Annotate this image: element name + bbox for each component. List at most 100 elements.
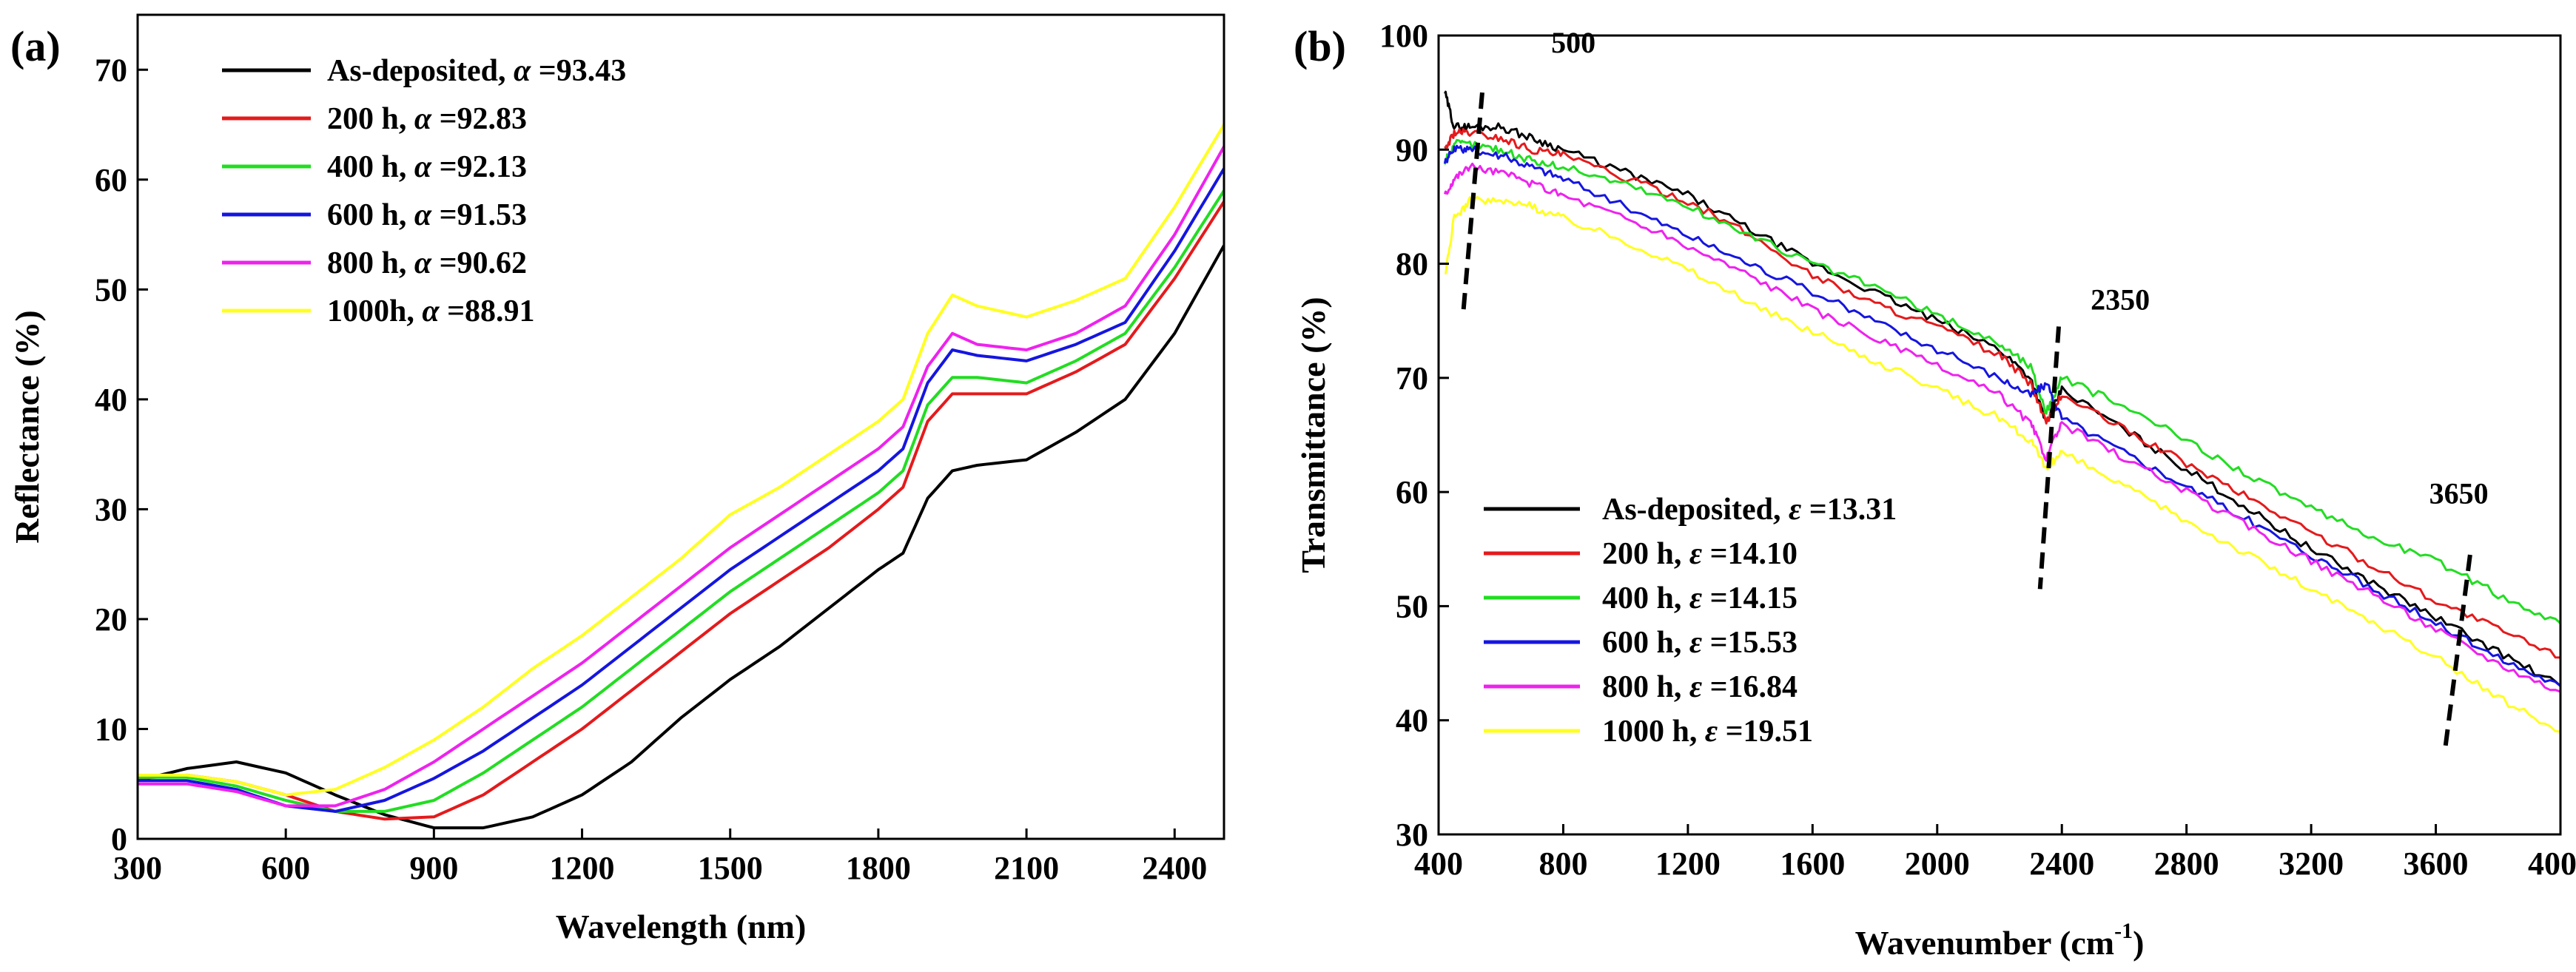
y-tick-label-b-6: 90 xyxy=(1396,132,1428,168)
legend-label-main: 1000 h, xyxy=(1602,715,1705,749)
legend-label-main: 800 h, xyxy=(327,246,414,280)
x-tick-label-b-6: 2800 xyxy=(2154,846,2219,882)
legend-label-b-3: 600 h, ε =15.53 xyxy=(1602,626,1798,660)
series-group-b xyxy=(1443,90,2562,733)
x-tick-label-b-7: 3200 xyxy=(2279,846,2344,882)
legend-label-main: 200 h, xyxy=(327,102,414,136)
x-tick-label-b-2: 1200 xyxy=(1655,846,1721,882)
annotation-dashline-0 xyxy=(1461,92,1484,310)
legend-label-a-2: 400 h, α =92.13 xyxy=(327,150,527,184)
legend-label-main: As-deposited, xyxy=(327,54,514,88)
legend-label-symbol: ε xyxy=(1689,537,1702,571)
annotation-label-0: 500 xyxy=(1551,26,1595,59)
legend-label-value: =91.53 xyxy=(431,198,527,232)
y-tick-label-a-1: 10 xyxy=(95,711,127,747)
x-tick-label-b-0: 400 xyxy=(1414,846,1463,882)
y-tick-label-a-5: 50 xyxy=(95,271,127,308)
legend-label-value: =14.10 xyxy=(1702,537,1798,571)
x-axis-ticks-a: 300 600 900 1200 1500 1800 2100 2400 xyxy=(113,828,1207,886)
y-tick-label-b-5: 80 xyxy=(1396,246,1428,283)
series-line-a-1 xyxy=(137,200,1225,821)
legend-label-symbol: ε xyxy=(1689,581,1702,615)
annotation-dashline-2 xyxy=(2443,554,2472,749)
legend-label-main: 600 h, xyxy=(327,198,414,232)
legend-label-main: As-deposited, xyxy=(1602,493,1789,527)
series-line-b-2 xyxy=(1443,138,2561,624)
legend-label-b-5: 1000 h, ε =19.51 xyxy=(1602,715,1813,749)
x-tick-label-a-0: 300 xyxy=(113,850,162,886)
legend-label-symbol: ε xyxy=(1705,715,1718,749)
legend-b: As-deposited, ε =13.31 200 h, ε =14.10 400… xyxy=(1484,493,1897,749)
legend-label-value: =15.53 xyxy=(1702,626,1798,660)
legend-label-symbol: ε xyxy=(1689,670,1702,704)
annotations-b: 500 2350 3650 xyxy=(1461,26,2489,749)
legend-label-a-4: 800 h, α =90.62 xyxy=(327,246,527,280)
x-tick-label-a-7: 2400 xyxy=(1142,850,1207,886)
y-tick-label-a-3: 30 xyxy=(95,491,127,527)
annotation-label-1: 2350 xyxy=(2091,283,2150,316)
legend-label-a-3: 600 h, α =91.53 xyxy=(327,198,527,232)
x-tick-label-a-5: 1800 xyxy=(846,850,911,886)
legend-label-b-0: As-deposited, ε =13.31 xyxy=(1602,493,1897,527)
panel-label-b: (b) xyxy=(1294,22,1346,70)
series-line-b-3 xyxy=(1443,144,2561,687)
legend-label-value: =92.83 xyxy=(431,102,527,136)
series-line-a-4 xyxy=(138,146,1225,808)
x-tick-label-b-4: 2000 xyxy=(1905,846,1970,882)
y-tick-label-a-6: 60 xyxy=(95,162,127,198)
legend-label-symbol: α xyxy=(414,198,432,232)
legend-label-value: =90.62 xyxy=(431,246,527,280)
legend-label-symbol: α xyxy=(414,102,432,136)
x-tick-label-a-1: 600 xyxy=(261,850,310,886)
annotation-dashline-1 xyxy=(2037,326,2062,590)
y-tick-label-b-1: 40 xyxy=(1396,703,1428,739)
legend-label-main: 1000h, xyxy=(327,294,422,328)
legend-label-a-1: 200 h, α =92.83 xyxy=(327,102,527,136)
y-tick-label-b-3: 60 xyxy=(1396,474,1428,510)
x-axis-title-b-suffix: ) xyxy=(2133,924,2144,962)
legend-label-value: =13.31 xyxy=(1801,493,1897,527)
series-group-a xyxy=(137,124,1225,830)
x-axis-title-a: Wavelength (nm) xyxy=(556,908,807,945)
series-line-a-0 xyxy=(137,244,1225,830)
legend-label-a-5: 1000h, α =88.91 xyxy=(327,294,535,328)
x-tick-label-b-1: 800 xyxy=(1538,846,1587,882)
series-line-b-0 xyxy=(1444,90,2562,687)
y-tick-label-a-0: 0 xyxy=(111,821,127,857)
legend-label-main: 400 h, xyxy=(1602,581,1689,615)
x-tick-label-b-5: 2400 xyxy=(2029,846,2094,882)
y-tick-label-a-2: 20 xyxy=(95,601,127,638)
x-axis-title-b-superscript: -1 xyxy=(2114,919,2133,943)
legend-label-main: 200 h, xyxy=(1602,537,1689,571)
annotation-label-2: 3650 xyxy=(2429,477,2489,510)
legend-label-main: 800 h, xyxy=(1602,670,1689,704)
legend-label-symbol: α xyxy=(422,294,440,328)
x-tick-label-b-3: 1600 xyxy=(1780,846,1845,882)
y-tick-label-b-4: 70 xyxy=(1396,360,1428,396)
series-line-b-4 xyxy=(1443,162,2561,693)
legend-label-b-2: 400 h, ε =14.15 xyxy=(1602,581,1798,615)
legend-label-value: =16.84 xyxy=(1702,670,1798,704)
legend-label-symbol: α xyxy=(414,150,432,184)
plot-frame-a xyxy=(136,13,1225,840)
legend-label-main: 600 h, xyxy=(1602,626,1689,660)
series-line-a-3 xyxy=(138,167,1225,813)
panel-label-a: (a) xyxy=(10,22,61,70)
legend-label-symbol: α xyxy=(414,246,432,280)
legend-label-value: =92.13 xyxy=(431,150,527,184)
x-tick-label-b-8: 3600 xyxy=(2404,846,2469,882)
y-tick-label-b-7: 100 xyxy=(1379,18,1428,54)
y-tick-label-b-2: 50 xyxy=(1396,588,1428,624)
legend-label-symbol: ε xyxy=(1789,493,1801,527)
legend-label-symbol: ε xyxy=(1689,626,1702,660)
series-line-a-5 xyxy=(138,124,1225,797)
legend-label-value: =88.91 xyxy=(440,294,535,328)
y-axis-title-a: Reflectance (%) xyxy=(8,310,46,543)
legend-label-symbol: α xyxy=(514,54,531,88)
legend-label-value: =14.15 xyxy=(1702,581,1798,615)
chart-panel-b: (b) 500 2350 3650 400 800 1200 1600 2000 2400 28… xyxy=(1294,18,2576,962)
x-tick-label-a-4: 1500 xyxy=(698,850,763,886)
